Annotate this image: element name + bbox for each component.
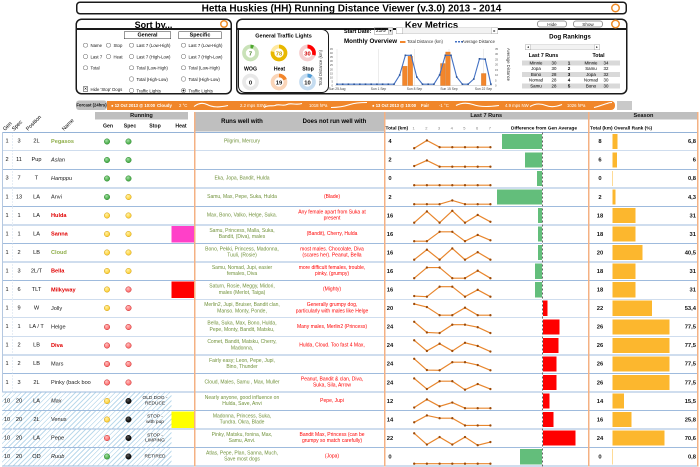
svg-text:19: 19 [276,80,283,86]
svg-text:15: 15 [495,68,499,72]
svg-text:Sun 15 Sep: Sun 15 Sep [440,87,457,91]
svg-text:7: 7 [249,51,252,57]
svg-text:10: 10 [330,75,334,79]
svg-text:Sun 8 Sep: Sun 8 Sep [407,87,423,91]
svg-text:Sun 22 Sep: Sun 22 Sep [475,87,492,91]
svg-text:20: 20 [495,63,499,67]
svg-text:Sun 1 Sep: Sun 1 Sep [371,87,387,91]
svg-text:5: 5 [495,78,497,82]
svg-text:10: 10 [495,73,499,77]
svg-text:30: 30 [304,51,310,57]
svg-text:0: 0 [495,84,497,88]
svg-text:35: 35 [495,47,499,51]
svg-text:45: 45 [330,47,334,51]
svg-text:10: 10 [304,80,310,86]
svg-text:Sun 25 Aug: Sun 25 Aug [328,87,345,91]
svg-text:5: 5 [331,79,333,83]
svg-text:35: 35 [330,55,334,59]
svg-text:15: 15 [330,71,334,75]
svg-text:0: 0 [331,84,333,88]
svg-text:30: 30 [330,59,334,63]
svg-text:20: 20 [330,67,334,71]
svg-text:78: 78 [276,51,283,57]
svg-text:0: 0 [249,80,252,86]
svg-text:25: 25 [495,57,499,61]
svg-text:40: 40 [330,51,334,55]
svg-text:30: 30 [495,52,499,56]
svg-text:25: 25 [330,63,334,67]
